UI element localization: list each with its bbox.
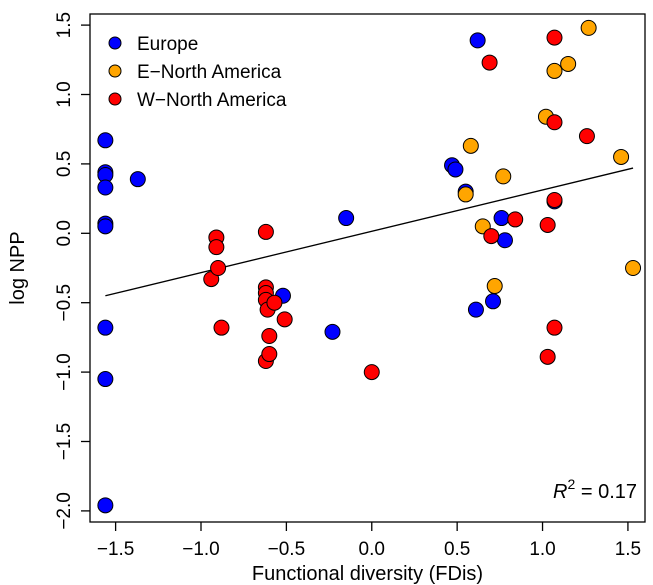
- legend: Europe E−North America W−North America: [108, 34, 287, 111]
- data-point-series-2: [483, 228, 500, 245]
- legend-marker: [108, 64, 122, 78]
- data-point-series-0: [496, 232, 513, 249]
- y-axis-label: log NPP: [7, 231, 29, 304]
- data-point-series-2: [546, 319, 563, 336]
- data-point-series-2: [546, 191, 563, 208]
- data-point-series-1: [457, 186, 474, 203]
- x-tick-label: −0.5: [268, 539, 306, 560]
- data-point-series-2: [257, 223, 274, 240]
- data-point-series-2: [261, 328, 278, 345]
- data-point-series-0: [485, 293, 502, 310]
- data-point-series-2: [481, 54, 498, 71]
- data-point-series-0: [97, 371, 114, 388]
- y-tick-label: −1.0: [54, 353, 75, 391]
- data-point-series-2: [578, 128, 595, 145]
- data-point-series-0: [97, 218, 114, 235]
- legend-entry-label: E−North America: [137, 62, 282, 83]
- data-point-series-2: [276, 311, 293, 328]
- y-tick-label: 1.0: [54, 81, 75, 107]
- x-tick-label: −1.5: [97, 539, 135, 560]
- data-point-series-2: [363, 364, 380, 381]
- data-point-series-1: [486, 278, 503, 295]
- data-point-series-1: [580, 19, 597, 36]
- data-point-series-0: [338, 210, 355, 227]
- legend-entry-label: W−North America: [137, 90, 287, 111]
- x-tick-label: −1.0: [182, 539, 220, 560]
- x-tick-label: 1.5: [615, 539, 641, 560]
- plot-frame: [89, 13, 646, 523]
- data-point-series-2: [266, 294, 283, 311]
- data-point-series-1: [495, 168, 512, 185]
- data-point-series-0: [324, 323, 341, 340]
- data-point-series-2: [261, 346, 278, 363]
- regression-line: [105, 167, 634, 297]
- data-point-series-2: [208, 239, 225, 256]
- data-point-series-0: [97, 497, 114, 514]
- x-tick-label: 0.0: [359, 539, 385, 560]
- data-point-series-1: [613, 148, 630, 165]
- y-tick-label: 1.5: [54, 12, 75, 38]
- data-point-series-0: [97, 179, 114, 196]
- data-point-series-2: [539, 348, 556, 365]
- data-point-series-0: [469, 32, 486, 49]
- r-squared-annotation: R2 = 0.17: [553, 476, 637, 503]
- x-tick-label: 1.0: [529, 539, 555, 560]
- data-point-series-0: [493, 210, 510, 227]
- legend-entry-label: Europe: [137, 34, 198, 55]
- y-tick-label: −2.0: [54, 492, 75, 530]
- data-point-series-0: [97, 132, 114, 149]
- data-point-series-1: [625, 260, 642, 276]
- data-point-series-1: [462, 137, 479, 154]
- y-tick-label: −0.5: [54, 284, 75, 322]
- data-point-series-2: [539, 216, 556, 233]
- data-point-series-1: [560, 55, 577, 72]
- axes: −1.5 −1.0 −0.5 0.0 0.5 1.0 1.5 −2.0 −1.5 −1.0 −0.5…: [54, 12, 646, 560]
- legend-marker: [108, 92, 122, 106]
- data-point-series-2: [546, 29, 563, 46]
- data-point-series-2: [210, 260, 227, 276]
- y-tick-label: −1.5: [54, 423, 75, 461]
- x-tick-label: 0.5: [444, 539, 470, 560]
- y-tick-label: 0.5: [54, 151, 75, 177]
- data-points: [97, 19, 642, 514]
- data-point-series-1: [546, 62, 563, 79]
- y-tick-label: 0.0: [54, 220, 75, 246]
- data-point-series-0: [467, 301, 484, 318]
- x-axis-label: Functional diversity (FDis): [252, 563, 483, 585]
- data-point-series-0: [129, 171, 146, 188]
- data-point-series-2: [507, 211, 524, 228]
- data-point-series-0: [447, 161, 464, 178]
- data-point-series-0: [97, 319, 114, 336]
- legend-marker: [108, 36, 122, 50]
- data-point-series-2: [546, 114, 563, 131]
- data-point-series-2: [213, 319, 230, 336]
